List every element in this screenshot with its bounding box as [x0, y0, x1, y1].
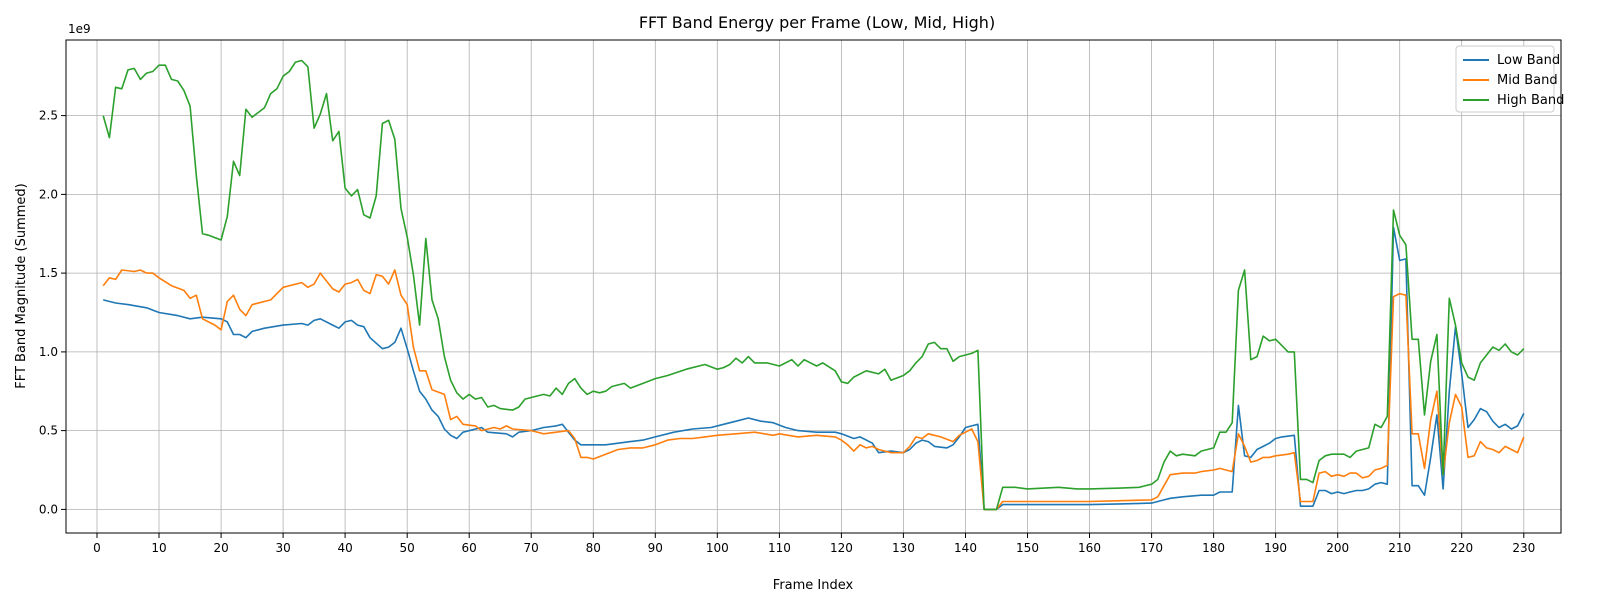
y-tick-label: 2.0	[39, 187, 58, 201]
x-tick-label: 0	[93, 541, 101, 555]
x-tick-label: 160	[1078, 541, 1101, 555]
y-axis-ticks: 0.0 0.5 1.0 1.5 2.0 2.5	[39, 109, 66, 516]
series-lines	[102, 59, 1525, 511]
y-tick-label: 2.5	[39, 109, 58, 123]
x-tick-label: 130	[892, 541, 915, 555]
x-tick-label: 70	[524, 541, 539, 555]
y-tick-label: 1.5	[39, 266, 58, 280]
x-tick-label: 80	[586, 541, 601, 555]
x-axis-label: Frame Index	[773, 578, 854, 593]
legend-entry: High Band	[1497, 93, 1564, 108]
x-tick-label: 180	[1202, 541, 1225, 555]
x-tick-label: 10	[151, 541, 166, 555]
x-tick-label: 120	[830, 541, 853, 555]
x-tick-label: 110	[768, 541, 791, 555]
x-tick-label: 140	[954, 541, 977, 555]
x-tick-label: 20	[213, 541, 228, 555]
y-offset-label: 1e9	[68, 22, 91, 36]
x-tick-label: 170	[1140, 541, 1163, 555]
series-line-mid-band	[102, 269, 1525, 511]
y-axis-label: FFT Band Magnitude (Summed)	[14, 183, 29, 389]
chart-title: FFT Band Energy per Frame (Low, Mid, Hig…	[639, 13, 995, 32]
y-tick-label: 1.0	[39, 345, 58, 359]
x-tick-label: 190	[1264, 541, 1287, 555]
plot-frame	[65, 39, 1562, 534]
x-tick-label: 230	[1512, 541, 1535, 555]
legend-entry: Mid Band	[1497, 73, 1558, 88]
legend: Low Band Mid Band High Band	[1455, 45, 1564, 113]
y-tick-label: 0.0	[39, 502, 58, 516]
series-line-low-band	[103, 226, 1525, 511]
x-tick-label: 40	[337, 541, 352, 555]
y-tick-label: 0.5	[39, 424, 58, 438]
x-tick-label: 30	[275, 541, 290, 555]
series-line-high-band	[102, 59, 1525, 511]
x-tick-label: 210	[1388, 541, 1411, 555]
x-tick-label: 100	[706, 541, 729, 555]
x-tick-label: 90	[648, 541, 663, 555]
x-axis-ticks: 0 10 20 30 40 50 60 70 80 90 100 110 120 130 140 150 160…	[93, 533, 1535, 555]
x-tick-label: 150	[1016, 541, 1039, 555]
x-tick-label: 200	[1326, 541, 1349, 555]
x-tick-label: 50	[400, 541, 415, 555]
grid-lines	[66, 40, 1561, 533]
legend-entry: Low Band	[1497, 53, 1560, 68]
x-tick-label: 220	[1450, 541, 1473, 555]
x-tick-label: 60	[462, 541, 477, 555]
legend-box	[1455, 45, 1555, 113]
